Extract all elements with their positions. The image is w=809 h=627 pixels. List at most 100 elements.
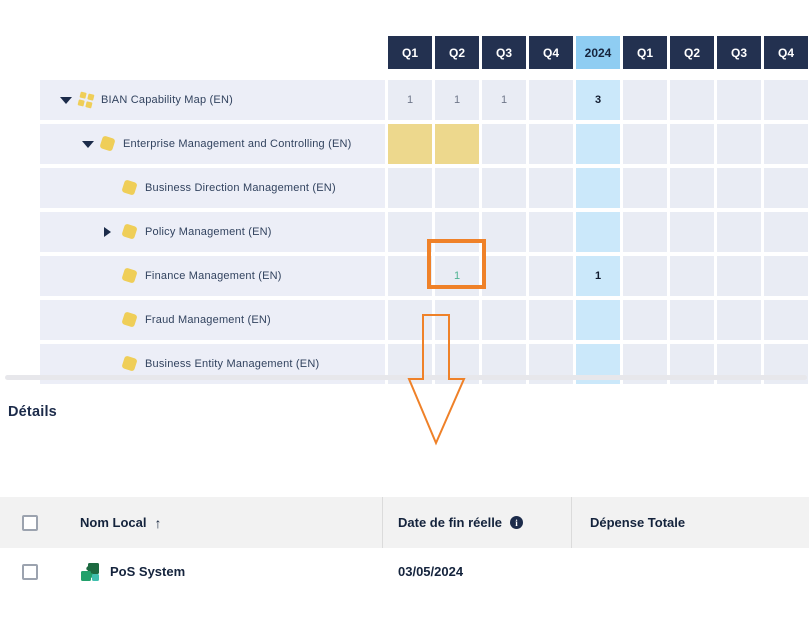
- value-cell[interactable]: [388, 168, 432, 208]
- value-cell[interactable]: [764, 124, 808, 164]
- value-cell[interactable]: [764, 256, 808, 296]
- tree-row[interactable]: Finance Management (EN): [40, 256, 385, 296]
- value-cell[interactable]: [717, 300, 761, 340]
- value-cell[interactable]: [529, 300, 573, 340]
- info-icon[interactable]: i: [510, 516, 524, 529]
- value-cell[interactable]: [529, 124, 573, 164]
- value-cell[interactable]: 1: [482, 80, 526, 120]
- tree-row-label: Business Direction Management (EN): [145, 182, 336, 194]
- select-all-checkbox[interactable]: [22, 514, 38, 531]
- caret-collapsed-icon[interactable]: [104, 227, 111, 237]
- value-cell[interactable]: [670, 256, 714, 296]
- tree-row[interactable]: BIAN Capability Map (EN): [40, 80, 385, 120]
- capability-icon: [99, 135, 116, 152]
- caret-expanded-icon[interactable]: [60, 96, 72, 104]
- capability-grid: Q1 Q2 Q3 Q4 2024 Q1 Q2 Q3 Q4 BIAN Capability Map …: [40, 36, 808, 384]
- value-cell[interactable]: [529, 80, 573, 120]
- value-cell[interactable]: [717, 80, 761, 120]
- value-cell[interactable]: [435, 168, 479, 208]
- horizontal-scrollbar[interactable]: [5, 375, 807, 380]
- column-header-q1[interactable]: Q1: [388, 36, 432, 69]
- column-header-q3[interactable]: Q3: [482, 36, 526, 69]
- value-cell[interactable]: 1: [435, 80, 479, 120]
- value-cell[interactable]: [388, 212, 432, 252]
- value-cell[interactable]: [623, 80, 667, 120]
- value-cell[interactable]: [388, 300, 432, 340]
- capability-icon: [121, 267, 138, 284]
- capability-icon: [121, 311, 138, 328]
- application-icon: [81, 562, 99, 581]
- value-cell[interactable]: [435, 124, 479, 164]
- tree-row[interactable]: Policy Management (EN): [40, 212, 385, 252]
- column-header-q4[interactable]: Q4: [529, 36, 573, 69]
- value-cell[interactable]: [435, 212, 479, 252]
- table-row[interactable]: PoS System 03/05/2024: [0, 548, 809, 595]
- grid-corner: [40, 36, 385, 69]
- tree-row-label: BIAN Capability Map (EN): [101, 94, 233, 106]
- value-cell[interactable]: [482, 300, 526, 340]
- value-cell[interactable]: [764, 212, 808, 252]
- tree-row-label: Finance Management (EN): [145, 270, 282, 282]
- value-cell[interactable]: [482, 212, 526, 252]
- value-cell[interactable]: [482, 124, 526, 164]
- value-cell[interactable]: 1: [388, 80, 432, 120]
- value-cell[interactable]: [529, 256, 573, 296]
- column-header-q1[interactable]: Q1: [623, 36, 667, 69]
- tree-row-label: Enterprise Management and Controlling (E…: [123, 138, 352, 150]
- column-header-depense[interactable]: Dépense Totale: [590, 515, 686, 530]
- column-header-q4[interactable]: Q4: [764, 36, 808, 69]
- value-cell[interactable]: [764, 300, 808, 340]
- value-cell[interactable]: [576, 168, 620, 208]
- value-cell[interactable]: 3: [576, 80, 620, 120]
- value-cell[interactable]: [388, 256, 432, 296]
- value-cell[interactable]: [670, 212, 714, 252]
- value-cell[interactable]: [623, 300, 667, 340]
- sort-ascending-icon[interactable]: ↑: [154, 514, 162, 531]
- value-cell[interactable]: [670, 124, 714, 164]
- capability-icon: [121, 355, 138, 372]
- value-cell[interactable]: [623, 256, 667, 296]
- value-cell[interactable]: [623, 212, 667, 252]
- value-cell[interactable]: [529, 212, 573, 252]
- value-cell[interactable]: [435, 300, 479, 340]
- value-cell[interactable]: 1: [435, 256, 479, 296]
- column-header-q2[interactable]: Q2: [435, 36, 479, 69]
- column-header-date-fin[interactable]: Date de fin réelle: [398, 515, 503, 530]
- value-cell[interactable]: [576, 212, 620, 252]
- details-table-header: Nom Local ↑ Date de fin réelle i Dépense…: [0, 497, 809, 548]
- tree-row-label: Business Entity Management (EN): [145, 358, 320, 370]
- value-cell[interactable]: [623, 124, 667, 164]
- value-cell[interactable]: [670, 80, 714, 120]
- value-cell[interactable]: [717, 168, 761, 208]
- capability-icon: [121, 179, 138, 196]
- value-cell[interactable]: [717, 212, 761, 252]
- value-cell[interactable]: [576, 124, 620, 164]
- column-header-2024[interactable]: 2024: [576, 36, 620, 69]
- value-cell[interactable]: [670, 300, 714, 340]
- value-cell[interactable]: [764, 168, 808, 208]
- value-cell[interactable]: [623, 168, 667, 208]
- value-cell[interactable]: [717, 256, 761, 296]
- value-cell[interactable]: [670, 168, 714, 208]
- value-cell[interactable]: [482, 168, 526, 208]
- tree-row-label: Policy Management (EN): [145, 226, 272, 238]
- value-cell[interactable]: [764, 80, 808, 120]
- value-cell[interactable]: [482, 256, 526, 296]
- capability-map-icon: [77, 91, 95, 109]
- row-end-date: 03/05/2024: [398, 564, 464, 579]
- column-header-nom-local[interactable]: Nom Local: [80, 515, 147, 530]
- value-cell[interactable]: 1: [576, 256, 620, 296]
- tree-row[interactable]: Enterprise Management and Controlling (E…: [40, 124, 385, 164]
- capability-icon: [121, 223, 138, 240]
- details-heading: Détails: [8, 404, 57, 420]
- column-header-q2[interactable]: Q2: [670, 36, 714, 69]
- column-header-q3[interactable]: Q3: [717, 36, 761, 69]
- row-checkbox[interactable]: [22, 563, 38, 580]
- value-cell[interactable]: [576, 300, 620, 340]
- value-cell[interactable]: [529, 168, 573, 208]
- tree-row[interactable]: Business Direction Management (EN): [40, 168, 385, 208]
- value-cell[interactable]: [717, 124, 761, 164]
- tree-row[interactable]: Fraud Management (EN): [40, 300, 385, 340]
- value-cell[interactable]: [388, 124, 432, 164]
- caret-expanded-icon[interactable]: [82, 140, 94, 148]
